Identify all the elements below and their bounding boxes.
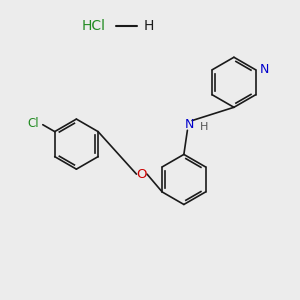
Text: H: H [200, 122, 208, 132]
Text: N: N [185, 118, 194, 131]
Text: O: O [136, 168, 147, 181]
Text: Cl: Cl [28, 117, 39, 130]
Text: N: N [260, 63, 269, 76]
Text: HCl: HCl [82, 19, 106, 33]
Text: H: H [143, 19, 154, 33]
